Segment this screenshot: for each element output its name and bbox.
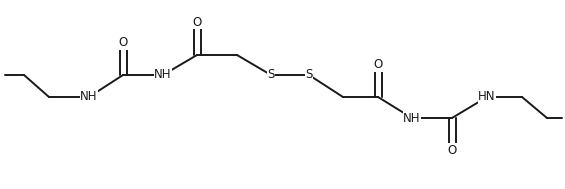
- Text: O: O: [119, 36, 128, 50]
- Text: S: S: [267, 68, 275, 81]
- Text: NH: NH: [154, 68, 172, 81]
- Text: NH: NH: [403, 112, 421, 125]
- Text: HN: HN: [478, 91, 496, 104]
- Text: O: O: [373, 59, 383, 71]
- Text: O: O: [192, 15, 202, 29]
- Text: O: O: [447, 143, 457, 156]
- Text: NH: NH: [80, 91, 98, 104]
- Text: S: S: [305, 68, 312, 81]
